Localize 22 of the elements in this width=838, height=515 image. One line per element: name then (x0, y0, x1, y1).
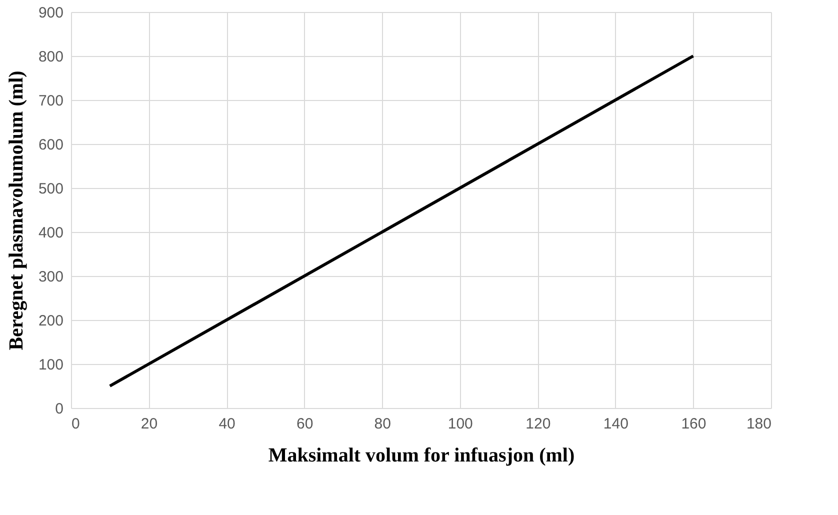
x-tick-label: 20 (140, 416, 158, 432)
x-tick-label: 40 (218, 416, 236, 432)
x-tick-label: 0 (72, 416, 80, 432)
x-tick-label: 100 (448, 416, 473, 432)
x-tick-label: 120 (526, 416, 551, 432)
y-tick-label: 500 (38, 180, 64, 198)
y-tick-label: 400 (38, 224, 64, 242)
x-tick-label: 160 (681, 416, 706, 432)
y-tick-label: 0 (55, 400, 64, 418)
y-tick-label: 700 (38, 92, 64, 110)
y-tick-label: 600 (38, 136, 64, 154)
x-tick-label: 180 (746, 416, 772, 432)
y-tick-label: 900 (38, 4, 64, 22)
y-tick-label: 200 (38, 312, 64, 330)
x-tick-label: 60 (296, 416, 314, 432)
y-axis-title: Beregnet plasmavolumolum (ml) (5, 70, 28, 350)
x-tick-label: 80 (374, 416, 391, 432)
x-axis-title: Maksimalt volum for infuasjon (ml) (268, 444, 575, 466)
y-tick-label: 300 (38, 268, 64, 286)
y-tick-label: 800 (38, 48, 64, 66)
x-tick-label: 140 (603, 416, 628, 432)
y-tick-label: 100 (38, 356, 64, 374)
